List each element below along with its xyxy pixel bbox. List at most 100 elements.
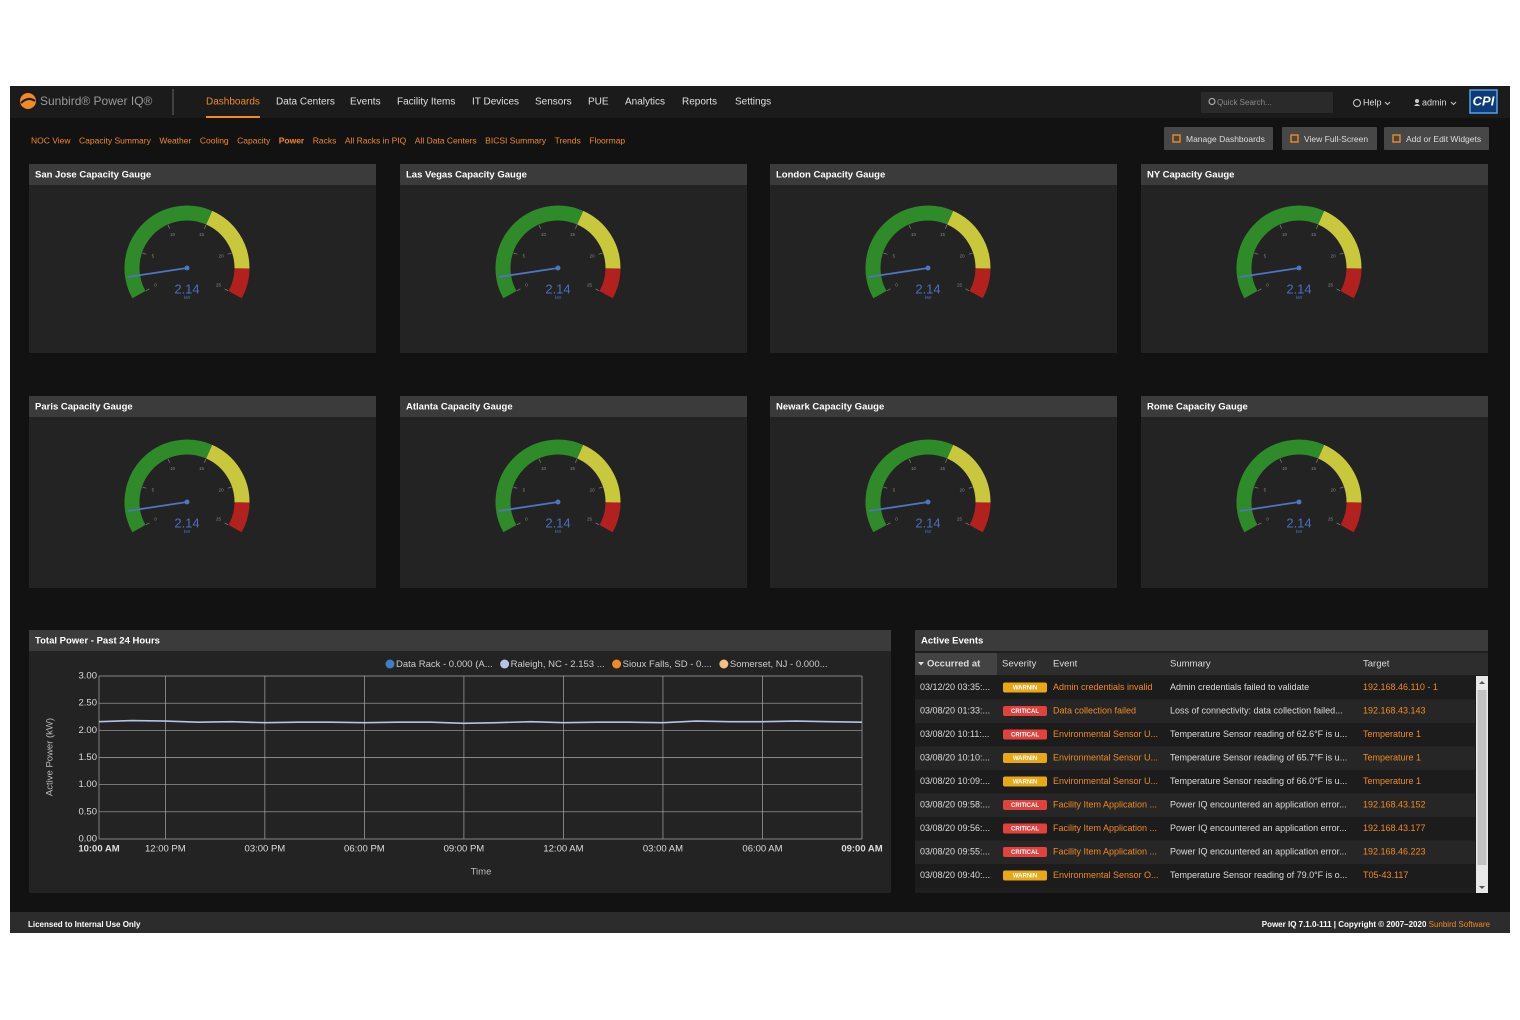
y-tick-label: 1.50 bbox=[79, 752, 98, 763]
scrollbar-thumb[interactable] bbox=[1477, 690, 1487, 865]
gauge-tick bbox=[574, 224, 578, 229]
nav-item[interactable]: Settings bbox=[735, 97, 771, 108]
widget-panel bbox=[29, 396, 376, 588]
toolbar-button-label[interactable]: Add or Edit Widgets bbox=[1406, 134, 1481, 144]
logo-text: Sunbird® Power IQ® bbox=[40, 94, 153, 108]
nav-item[interactable]: IT Devices bbox=[472, 97, 519, 108]
event-target[interactable]: 192.168.46.110 - 1 bbox=[1363, 682, 1438, 692]
gauge-value: 2.14 bbox=[915, 281, 940, 296]
table-row[interactable] bbox=[915, 817, 1475, 841]
table-row[interactable] bbox=[915, 676, 1475, 700]
table-row[interactable] bbox=[915, 840, 1475, 865]
x-tick-label: 06:00 PM bbox=[344, 844, 385, 855]
event-name[interactable]: Facility Item Application ... bbox=[1053, 799, 1157, 809]
gauge-tick bbox=[1339, 486, 1344, 489]
subnav-link[interactable]: Capacity bbox=[237, 135, 271, 145]
toolbar-button-label[interactable]: View Full-Screen bbox=[1304, 134, 1368, 144]
gauge-tick bbox=[145, 522, 150, 526]
table-column-header[interactable]: Severity bbox=[1002, 659, 1037, 670]
gauge-tick bbox=[574, 458, 578, 463]
subnav-link[interactable]: NOC View bbox=[31, 135, 71, 145]
event-target[interactable]: Temperature 1 bbox=[1363, 752, 1421, 762]
legend-label[interactable]: Sioux Falls, SD - 0.... bbox=[623, 659, 712, 670]
subnav-link[interactable]: Weather bbox=[159, 135, 191, 145]
search-placeholder[interactable]: Quick Search... bbox=[1217, 98, 1272, 107]
footer-vendor[interactable]: Sunbird Software bbox=[1429, 920, 1491, 929]
subnav-link[interactable]: BICSI Summary bbox=[485, 135, 547, 145]
gauge-tick-label: 15 bbox=[1311, 466, 1317, 471]
gauge-tick bbox=[1254, 252, 1259, 255]
table-row[interactable] bbox=[915, 699, 1475, 724]
widget-title: Total Power - Past 24 Hours bbox=[35, 636, 160, 647]
gauge-tick bbox=[965, 522, 970, 526]
subnav-link[interactable]: All Racks in PIQ bbox=[345, 135, 407, 145]
event-target[interactable]: 192.168.43.177 bbox=[1363, 823, 1426, 833]
gauge-tick bbox=[908, 458, 912, 463]
event-target[interactable]: T05-43.117 bbox=[1363, 870, 1408, 880]
table-row[interactable] bbox=[915, 793, 1475, 818]
event-name[interactable]: Environmental Sensor U... bbox=[1053, 776, 1158, 786]
legend-label[interactable]: Data Rack - 0.000 (A... bbox=[396, 659, 493, 670]
gauge-hub bbox=[184, 265, 190, 271]
nav-item[interactable]: PUE bbox=[588, 97, 609, 108]
nav-item[interactable]: Dashboards bbox=[206, 97, 260, 108]
table-column-header[interactable]: Target bbox=[1363, 659, 1390, 670]
gauge-unit: kW bbox=[925, 529, 932, 534]
nav-item[interactable]: Events bbox=[350, 97, 381, 108]
event-name[interactable]: Data collection failed bbox=[1053, 705, 1136, 715]
event-name[interactable]: Environmental Sensor U... bbox=[1053, 752, 1158, 762]
gauge-tick bbox=[142, 252, 147, 255]
nav-item[interactable]: Reports bbox=[682, 97, 717, 108]
nav-item[interactable]: Facility Items bbox=[397, 97, 455, 108]
table-row[interactable] bbox=[915, 746, 1475, 771]
event-name[interactable]: Environmental Sensor O... bbox=[1053, 870, 1159, 880]
event-target[interactable]: Temperature 1 bbox=[1363, 729, 1421, 739]
user-menu[interactable]: admin bbox=[1422, 97, 1447, 107]
event-name[interactable]: Facility Item Application ... bbox=[1053, 846, 1157, 856]
table-column-header[interactable]: Occurred at bbox=[927, 659, 981, 670]
subnav-link[interactable]: Trends bbox=[555, 135, 581, 145]
event-target[interactable]: 192.168.43.143 bbox=[1363, 705, 1426, 715]
nav-item[interactable]: Analytics bbox=[625, 97, 665, 108]
y-tick-label: 1.00 bbox=[79, 779, 98, 790]
subnav-link[interactable]: Power bbox=[279, 135, 305, 145]
event-target[interactable]: 192.168.46.223 bbox=[1363, 846, 1426, 856]
table-row[interactable] bbox=[915, 723, 1475, 747]
table-row[interactable] bbox=[915, 770, 1475, 794]
subnav-link[interactable]: Floormap bbox=[589, 135, 625, 145]
gauge-tick-label: 25 bbox=[957, 283, 963, 288]
gauge-tick bbox=[203, 224, 207, 229]
legend-label[interactable]: Raleigh, NC - 2.153 ... bbox=[511, 659, 605, 670]
footer-version: Power IQ 7.1.0-111 | Copyright © 2007–20… bbox=[1262, 920, 1429, 929]
scroll-down-arrow bbox=[1479, 886, 1485, 889]
subnav-link[interactable]: Racks bbox=[313, 135, 337, 145]
event-name[interactable]: Facility Item Application ... bbox=[1053, 823, 1157, 833]
table-column-header[interactable]: Summary bbox=[1170, 659, 1211, 670]
toolbar-button[interactable] bbox=[1282, 127, 1377, 150]
search-box[interactable] bbox=[1201, 92, 1333, 113]
subnav-link[interactable]: All Data Centers bbox=[415, 135, 477, 145]
subnav-link[interactable]: Capacity Summary bbox=[79, 135, 152, 145]
gauge-hub bbox=[555, 265, 561, 271]
toolbar-button-label[interactable]: Manage Dashboards bbox=[1186, 134, 1265, 144]
scroll-up-arrow bbox=[1479, 681, 1485, 684]
toolbar-button[interactable] bbox=[1384, 127, 1489, 150]
gauge-tick bbox=[538, 458, 542, 463]
table-row[interactable] bbox=[915, 864, 1475, 888]
gauge-tick-label: 0 bbox=[1266, 283, 1269, 288]
subnav-link[interactable]: Cooling bbox=[200, 135, 229, 145]
legend-swatch bbox=[612, 659, 622, 669]
nav-item[interactable]: Sensors bbox=[535, 97, 572, 108]
gauge-tick bbox=[513, 486, 518, 489]
legend-label[interactable]: Somerset, NJ - 0.000... bbox=[730, 659, 828, 670]
help-menu[interactable]: Help bbox=[1363, 97, 1382, 107]
nav-item[interactable]: Data Centers bbox=[276, 97, 335, 108]
event-target[interactable]: Temperature 1 bbox=[1363, 776, 1421, 786]
event-name[interactable]: Admin credentials invalid bbox=[1053, 682, 1153, 692]
gauge-tick bbox=[883, 252, 888, 255]
toolbar-button[interactable] bbox=[1164, 127, 1273, 150]
event-name[interactable]: Environmental Sensor U... bbox=[1053, 729, 1158, 739]
table-column-header[interactable]: Event bbox=[1053, 659, 1078, 670]
event-target[interactable]: 192.168.43.152 bbox=[1363, 799, 1426, 809]
